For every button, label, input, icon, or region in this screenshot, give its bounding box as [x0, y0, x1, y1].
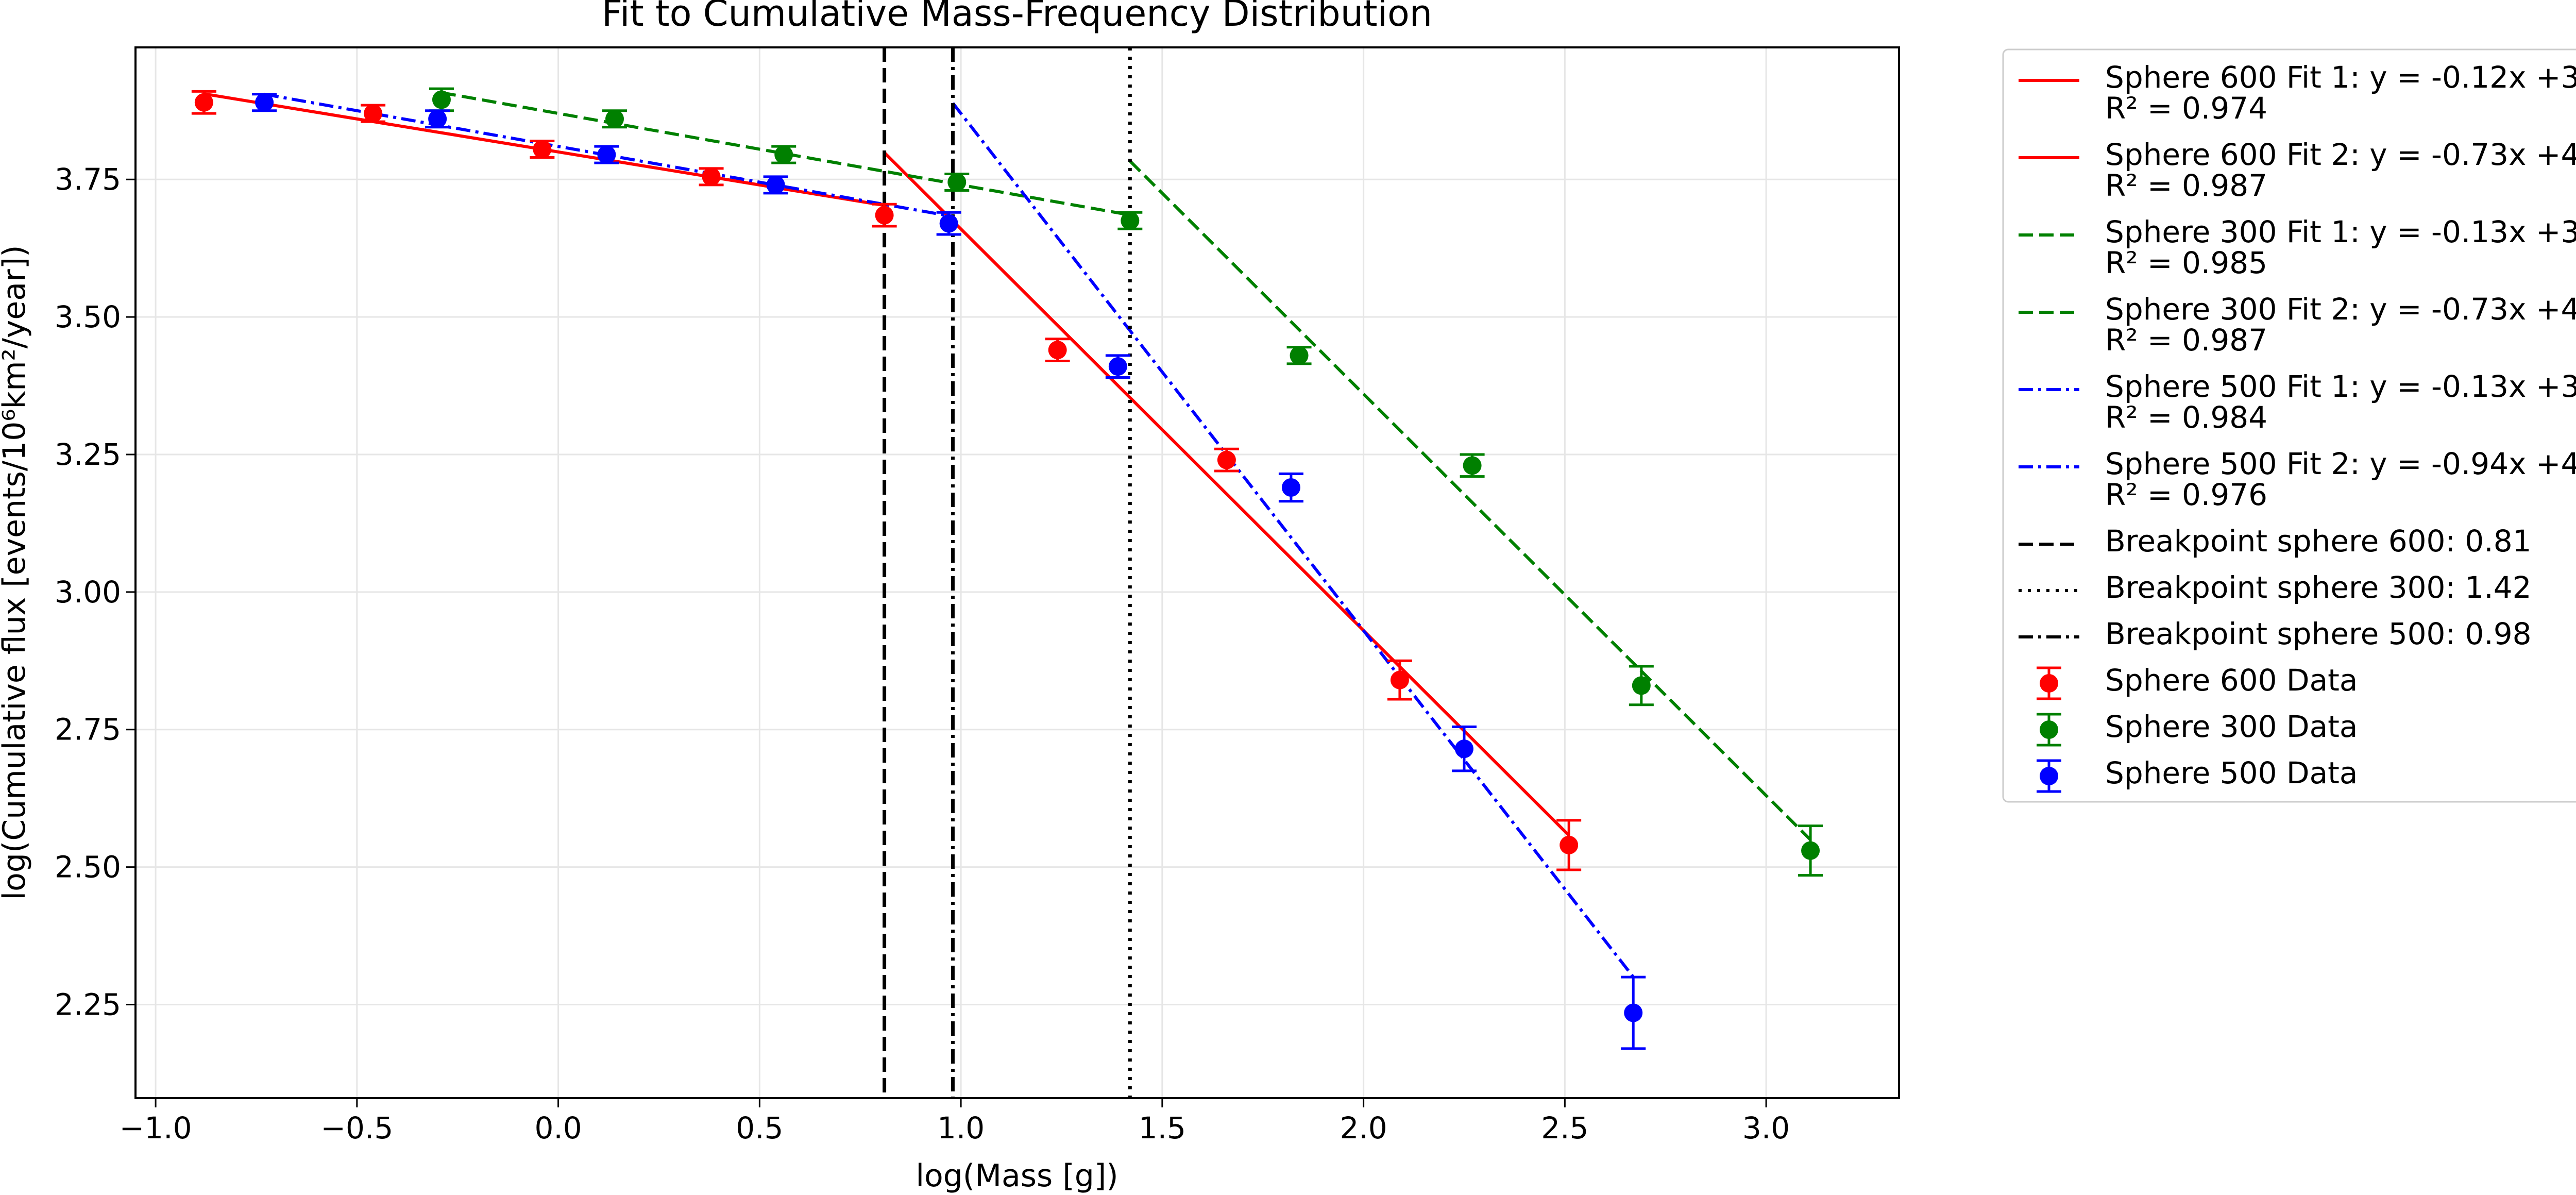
x-tick-label: 3.0	[1742, 1110, 1790, 1146]
y-tick-label: 2.75	[55, 712, 121, 747]
data-point	[533, 140, 552, 159]
data-point	[1290, 346, 1309, 365]
y-axis-label: log(Cumulative flux [events/10⁶km²/year]…	[0, 245, 32, 900]
x-axis-label: log(Mass [g])	[916, 1158, 1118, 1194]
x-tick-label: 2.5	[1541, 1110, 1588, 1146]
y-tick-label: 3.50	[55, 299, 121, 334]
legend-label: Sphere 500 Data	[2105, 755, 2358, 790]
legend-label: Sphere 500 Fit 2: y = -0.94x +4.81	[2105, 446, 2576, 481]
axes: −1.0 −0.5 0.0 0.5 1.0 1.5 2.0 2.5 3.0 2.25 2.50 2.7…	[55, 162, 1790, 1146]
y-tick-label: 2.25	[55, 987, 121, 1022]
data-point	[428, 109, 447, 128]
y-tick-label: 2.50	[55, 850, 121, 885]
x-tick-label: −1.0	[120, 1110, 192, 1146]
data-point	[939, 214, 958, 233]
x-tick-label: 1.0	[937, 1110, 985, 1146]
data-point	[1121, 211, 1140, 230]
y-tick-label: 3.75	[55, 162, 121, 197]
data-point	[1390, 670, 1409, 689]
legend-label: R² = 0.987	[2105, 323, 2267, 358]
x-tick-label: 2.0	[1340, 1110, 1387, 1146]
fit-line	[883, 152, 1570, 837]
x-tick-label: −0.5	[320, 1110, 393, 1146]
legend-swatch	[2040, 720, 2058, 739]
data-point	[766, 175, 785, 194]
plot-area	[191, 47, 1823, 1098]
data-point	[255, 93, 274, 112]
legend-label: Sphere 300 Fit 2: y = -0.73x +4.82	[2105, 292, 2576, 327]
grid	[135, 47, 1899, 1098]
data-point	[1463, 456, 1482, 475]
legend-label: Sphere 600 Fit 1: y = -0.12x +3.80	[2105, 60, 2576, 95]
data-point	[1624, 1003, 1643, 1022]
data-point	[1801, 841, 1820, 860]
data-point	[1281, 478, 1300, 497]
data-point	[1048, 341, 1067, 360]
legend-label: Breakpoint sphere 300: 1.42	[2105, 570, 2532, 605]
legend-label: Sphere 600 Data	[2105, 663, 2358, 698]
data-point	[432, 90, 451, 109]
chart-title: Fit to Cumulative Mass-Frequency Distrib…	[602, 0, 1432, 35]
y-tick-label: 3.25	[55, 437, 121, 472]
x-tick-label: 1.5	[1139, 1110, 1186, 1146]
fit-line	[952, 102, 1635, 978]
legend-swatch	[2040, 674, 2058, 693]
legend-label: Breakpoint sphere 500: 0.98	[2105, 616, 2532, 651]
data-point	[364, 104, 383, 123]
x-tick-label: 0.5	[736, 1110, 783, 1146]
fit-line	[1129, 160, 1812, 841]
legend-label: Sphere 600 Fit 2: y = -0.73x +4.39	[2105, 137, 2576, 172]
legend-label: R² = 0.984	[2105, 400, 2267, 435]
legend-label: Breakpoint sphere 600: 0.81	[2105, 524, 2532, 559]
legend-label: Sphere 300 Fit 1: y = -0.13x +3.87	[2105, 214, 2576, 249]
data-point	[1108, 357, 1127, 376]
legend-label: R² = 0.974	[2105, 91, 2267, 126]
data-point	[1454, 739, 1473, 759]
data-point	[1217, 450, 1236, 469]
data-point	[774, 145, 793, 164]
fit-line	[441, 91, 1130, 217]
data-point	[1560, 835, 1579, 854]
data-point	[194, 93, 213, 112]
legend-box	[2002, 48, 2576, 803]
legend-label: Sphere 500 Fit 1: y = -0.13x +3.81	[2105, 369, 2576, 404]
legend-label: R² = 0.985	[2105, 245, 2267, 280]
data-point	[947, 173, 967, 192]
data-point	[875, 206, 894, 225]
legend-label: R² = 0.976	[2105, 477, 2267, 512]
data-point	[597, 145, 616, 164]
legend-swatch	[2040, 767, 2058, 785]
data-point	[702, 167, 721, 186]
data-point	[1632, 676, 1651, 695]
legend-label: Sphere 300 Data	[2105, 709, 2358, 744]
legend-label: R² = 0.987	[2105, 168, 2267, 203]
x-tick-label: 0.0	[534, 1110, 582, 1146]
y-tick-label: 3.00	[55, 575, 121, 610]
plot-frame	[134, 46, 1900, 1099]
data-point	[605, 109, 624, 128]
